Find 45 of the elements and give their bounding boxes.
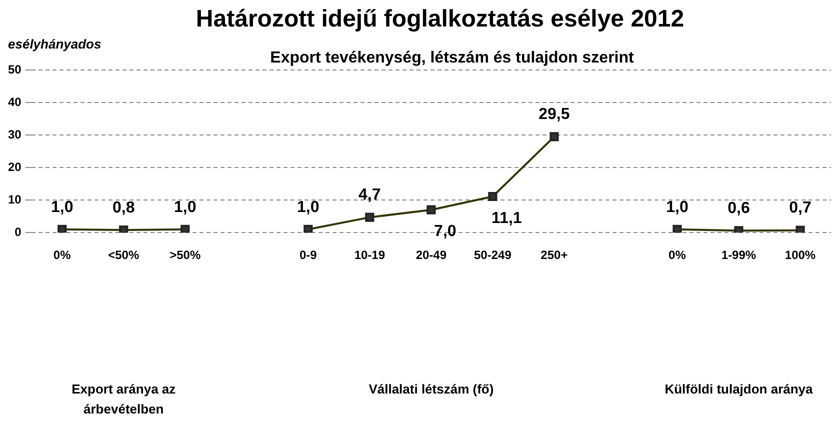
point (365, 212, 374, 222)
x-tick-label: >50% (170, 248, 201, 262)
data-label: 1,0 (50, 198, 74, 216)
x-tick-label: 20-49 (416, 248, 447, 262)
data-label: 0,6 (728, 200, 750, 218)
x-tick-label: 10-19 (354, 248, 386, 262)
data-label: 11,1 (492, 210, 522, 227)
x-tick-label: 0-9 (299, 248, 318, 262)
chart-title: Határozott idejű foglalkoztatás esélye 2012 (196, 6, 684, 33)
y-tick-label: 40 (8, 94, 22, 109)
x-tick-label: 100% (784, 248, 816, 262)
point (119, 225, 128, 233)
x-tick-label: 0% (53, 248, 72, 262)
data-label: 1,0 (174, 198, 196, 216)
y-tick-label: 0 (14, 224, 22, 239)
x-tick-label: <50% (108, 248, 140, 262)
point (796, 226, 805, 233)
point (180, 224, 190, 233)
x-tick-label: 1-99% (721, 248, 756, 262)
data-label: 4,7 (358, 186, 381, 204)
y-tick-label: 20 (8, 160, 22, 174)
data-label: 0,8 (112, 199, 135, 216)
data-label: 1,0 (666, 198, 688, 216)
y-tick-label: 50 (8, 62, 22, 76)
x-tick-label: 0% (668, 248, 686, 262)
data-label: 7,0 (434, 223, 456, 240)
data-label: 1,0 (297, 198, 320, 216)
point (550, 132, 559, 142)
text: Export aránya az árbevételben (72, 382, 176, 417)
x-tick-label: 250+ (540, 248, 568, 262)
y-tick-label: 30 (8, 127, 22, 142)
data-label: 29,5 (538, 106, 570, 124)
y-axis-title: esélyhányados (8, 36, 102, 52)
point (488, 192, 498, 202)
point (426, 205, 436, 214)
point (58, 224, 67, 233)
point (672, 224, 682, 233)
chart-subtitle: Export tevékenység, létszám és tulajdon szerint (270, 49, 635, 66)
x-tick-label: 50-249 (474, 248, 512, 262)
text: Külföldi tulajdon aránya (664, 382, 814, 397)
y-tick-label: 10 (8, 192, 22, 206)
text: Vállalati létszám (fő) (368, 382, 494, 397)
point (304, 224, 313, 233)
data-label: 0,7 (789, 200, 812, 217)
point (734, 226, 744, 233)
